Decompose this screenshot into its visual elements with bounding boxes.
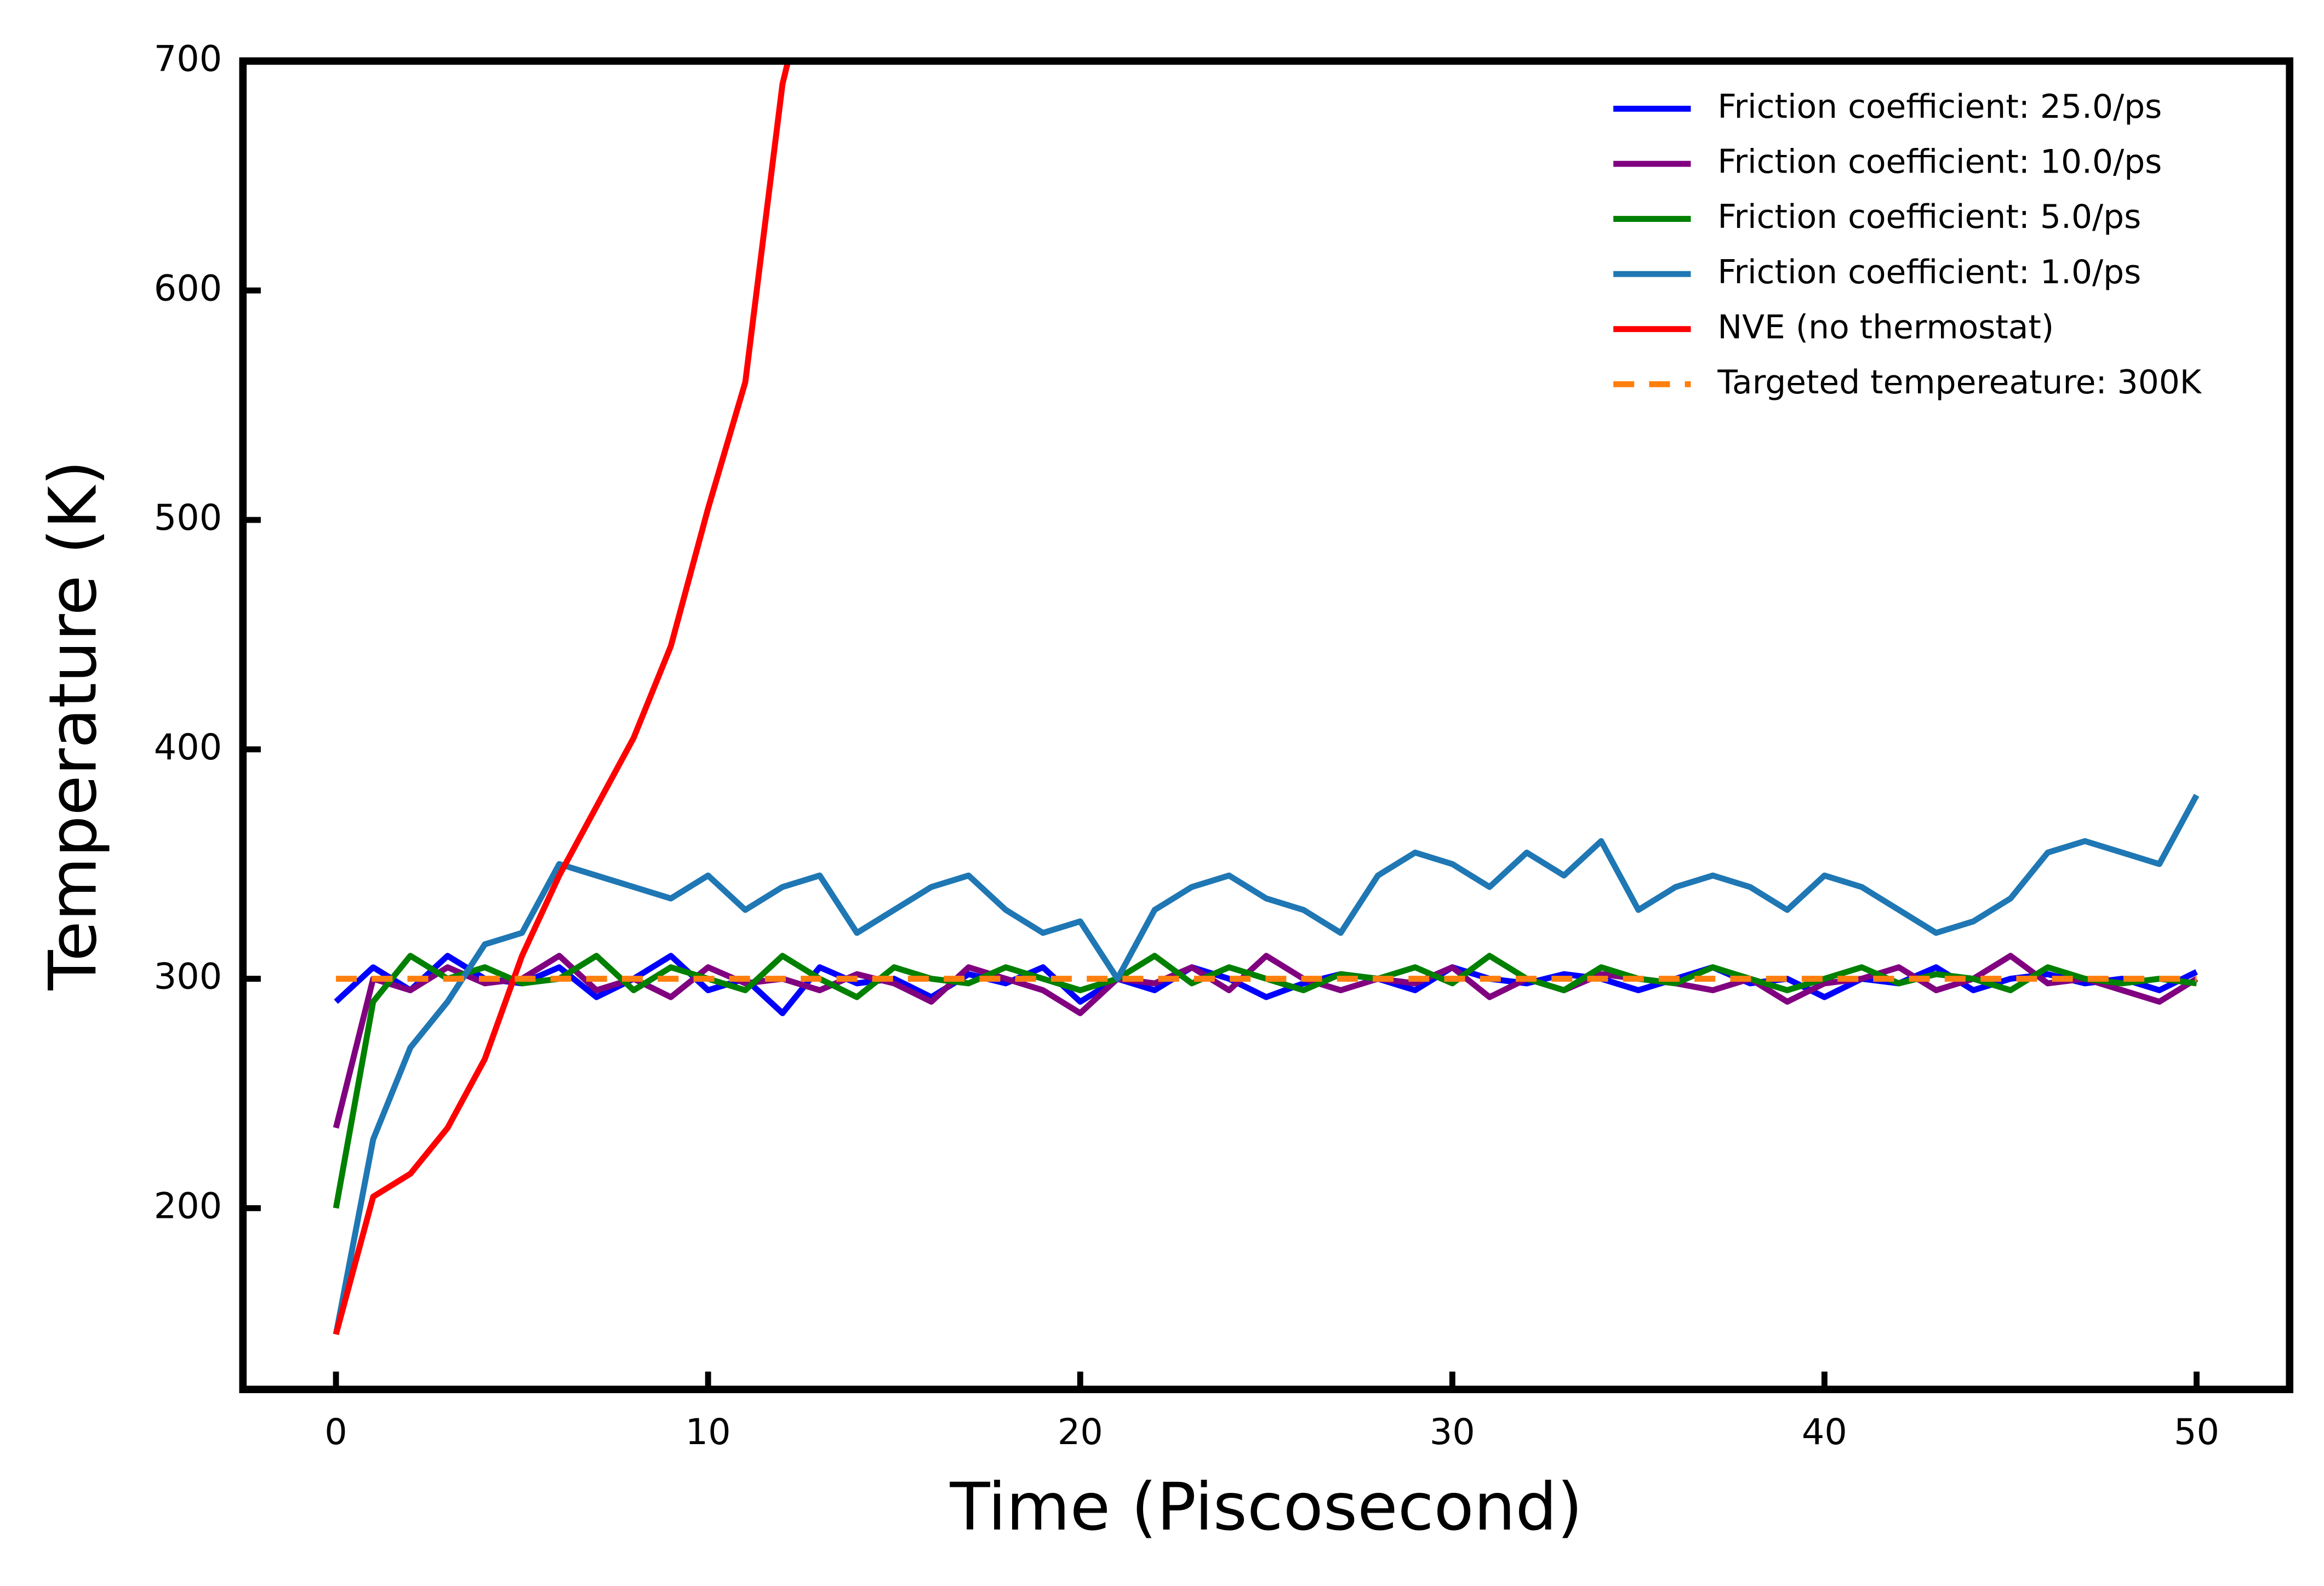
y-axis-label: Temperature (K) [35, 460, 111, 990]
y-tick-label: 700 [154, 38, 222, 80]
y-tick-label: 200 [154, 1185, 222, 1227]
series-line [334, 953, 2198, 1016]
x-tick-label: 20 [1058, 1411, 1103, 1453]
x-tick-label: 50 [2174, 1411, 2219, 1453]
x-tick-label: 0 [324, 1411, 347, 1453]
legend-label: Friction coefficient: 1.0/ps [1717, 253, 2141, 291]
y-tick-label: 400 [154, 726, 222, 768]
y-tick-label: 500 [154, 497, 222, 539]
x-tick-label: 10 [686, 1411, 731, 1453]
legend-label: NVE (no thermostat) [1717, 308, 2054, 346]
series-line [333, 61, 791, 1336]
legend-label: Friction coefficient: 10.0/ps [1717, 143, 2162, 181]
legend-label: Friction coefficient: 5.0/ps [1717, 198, 2141, 236]
series-line [333, 953, 2197, 1209]
legend-label: Targeted tempereature: 300K [1717, 363, 2202, 402]
axes-frame [239, 57, 2294, 1393]
y-tick-label: 300 [154, 956, 222, 998]
x-tick-label: 30 [1430, 1411, 1475, 1453]
legend-label: Friction coefficient: 25.0/ps [1717, 88, 2162, 126]
y-tick-label: 600 [154, 267, 222, 309]
series-line [333, 793, 2200, 1335]
x-axis-label: Time (Piscosecond) [950, 1469, 1583, 1545]
plot-area [333, 61, 2200, 1336]
x-tick-label: 40 [1802, 1411, 1847, 1453]
